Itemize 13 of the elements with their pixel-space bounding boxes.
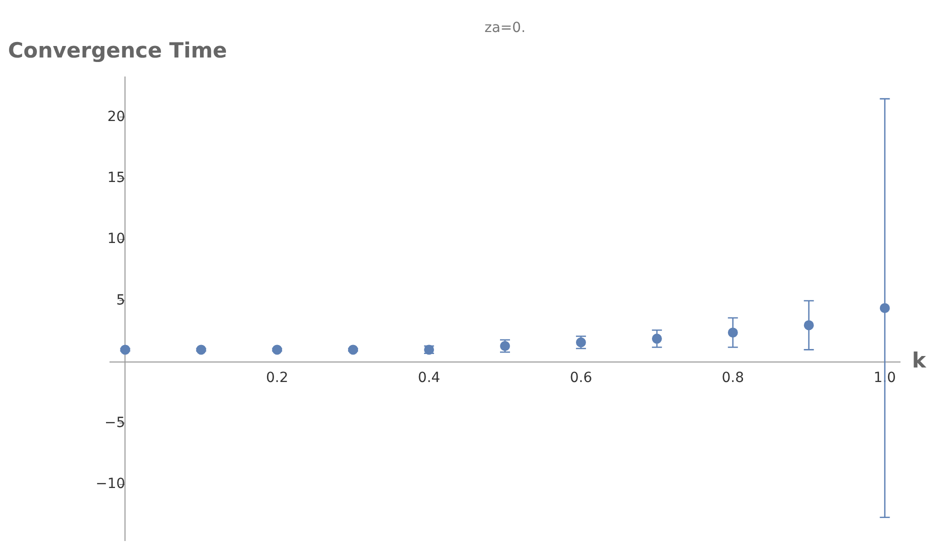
- x-tick-label: 0.2: [266, 370, 288, 386]
- y-tick-label: 10: [107, 231, 126, 248]
- y-tick-label: −10: [96, 476, 126, 492]
- x-axis-title: k: [912, 348, 927, 372]
- x-tick-label: 0.8: [722, 370, 744, 386]
- y-axis-title: Convergence Time: [8, 38, 227, 62]
- y-tick-label: 15: [107, 170, 126, 186]
- chart-title: za=0.: [484, 20, 526, 36]
- y-tick-label: −5: [104, 414, 126, 431]
- x-tick-label: 0.4: [418, 370, 440, 386]
- x-tick-label: 0.6: [570, 370, 592, 386]
- y-tick-label: 20: [107, 108, 126, 125]
- y-tick-label: 5: [116, 292, 126, 308]
